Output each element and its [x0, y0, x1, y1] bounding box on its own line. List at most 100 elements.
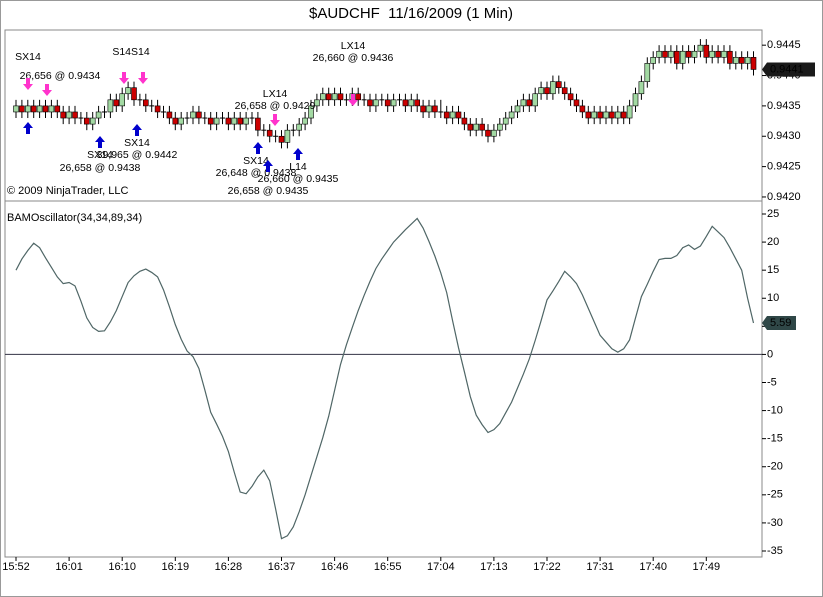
buy-arrow [23, 122, 33, 134]
y-tick-label: 0.9430 [767, 130, 801, 142]
candle-body [579, 105, 586, 113]
y-tick-label: 0.9435 [767, 100, 801, 112]
trade-label: 26,656 @ 0.9434 [20, 70, 101, 82]
x-tick-label: 15:52 [2, 561, 30, 573]
candle-body [744, 57, 751, 64]
candle-body [237, 117, 243, 125]
y-tick-label: -35 [767, 545, 783, 557]
candle-body [95, 111, 102, 119]
y-tick-label: -15 [767, 433, 783, 445]
candle-body [591, 111, 598, 119]
candle-body [48, 105, 55, 113]
x-tick-label: 17:13 [480, 561, 508, 573]
candle-body [721, 50, 727, 58]
candle-body [467, 123, 474, 131]
candle-body [420, 105, 426, 113]
candle-body [544, 87, 550, 95]
trade-label: 26,660 @ 0.9435 [258, 173, 339, 185]
candle-body [597, 111, 603, 119]
trade-label: S14S14 [112, 46, 150, 58]
x-tick-label: 17:49 [693, 561, 721, 573]
osc-title: BAMOscillator(34,34,89,34) [7, 212, 142, 224]
candle-body [89, 117, 96, 125]
candle-body [449, 111, 456, 119]
candle-body [13, 105, 19, 113]
candle-body [196, 111, 202, 119]
candle-body [626, 105, 633, 119]
candle-body [620, 111, 627, 119]
candle-body [473, 123, 480, 131]
candle-body [42, 105, 49, 113]
candle-body [526, 99, 533, 107]
candle-body [319, 93, 326, 101]
candle-body [190, 111, 196, 119]
y-tick-label: 0 [767, 348, 773, 360]
trade-label: 26,660 @ 0.9436 [313, 52, 394, 64]
buy-arrow [293, 148, 303, 160]
candle-body [638, 81, 645, 95]
x-tick-label: 16:37 [268, 561, 296, 573]
candle-body [402, 99, 409, 107]
candle-body [656, 50, 662, 58]
candle-body [390, 99, 397, 107]
candle-body [603, 111, 609, 119]
candle-body [308, 105, 314, 119]
candle-body [107, 99, 114, 113]
trade-label: 26,648 @ 0.9438 [216, 167, 297, 179]
candle-body [266, 129, 273, 137]
trade-label: 39,965 @ 0.9442 [97, 149, 178, 161]
candle-body [668, 50, 674, 58]
trade-label: SX14 [124, 137, 150, 149]
x-tick-label: 17:31 [586, 561, 614, 573]
y-tick-label: -30 [767, 517, 783, 529]
sell-arrow [23, 78, 33, 90]
candle-body [502, 117, 509, 125]
candle-body [284, 129, 291, 143]
candle-body [178, 117, 184, 125]
sell-arrow [138, 72, 148, 84]
candle-body [367, 99, 373, 107]
candle-body [538, 87, 544, 95]
buy-arrow [253, 142, 263, 154]
candle-body [207, 117, 214, 125]
x-tick-label: 16:55 [374, 561, 402, 573]
sell-arrow [270, 114, 280, 126]
candle-body [36, 105, 43, 113]
candle-body [673, 50, 680, 64]
trade-label: SX14 [87, 149, 113, 161]
sell-arrow [42, 84, 52, 96]
candle-body [432, 105, 438, 113]
x-tick-label: 16:10 [108, 561, 136, 573]
sell-arrow [119, 72, 129, 84]
candle-body [685, 50, 692, 58]
candle-body [125, 87, 131, 95]
y-tick-label: 15 [767, 264, 779, 276]
candle-body [166, 111, 173, 119]
candle-body [30, 105, 37, 113]
candle-body [650, 57, 657, 64]
candle-body [491, 129, 497, 137]
candle-body [609, 111, 615, 119]
candle-body [443, 111, 450, 119]
candle-body [709, 50, 716, 58]
buy-arrow [95, 136, 105, 148]
x-tick-label: 16:19 [162, 561, 190, 573]
last-value-label: 5.59 [770, 317, 791, 329]
candle-body [727, 50, 733, 64]
candle-body [143, 99, 149, 107]
y-tick-label: -20 [767, 461, 783, 473]
candle-body [302, 117, 308, 125]
candle-body [325, 93, 332, 101]
candle-body [508, 111, 515, 119]
candle-body [172, 117, 179, 125]
last-value-box [762, 316, 796, 331]
y-tick-label: 0.9420 [767, 191, 801, 203]
y-tick-label: -5 [767, 376, 777, 388]
y-tick-label: 0.9425 [767, 161, 801, 173]
candle-body [614, 111, 621, 119]
x-tick-label: 16:01 [55, 561, 83, 573]
chart-title: $AUDCHF 11/16/2009 (1 Min) [309, 5, 513, 22]
y-tick-label: -25 [767, 489, 783, 501]
candle-body [479, 123, 485, 131]
candle-body [243, 117, 249, 125]
